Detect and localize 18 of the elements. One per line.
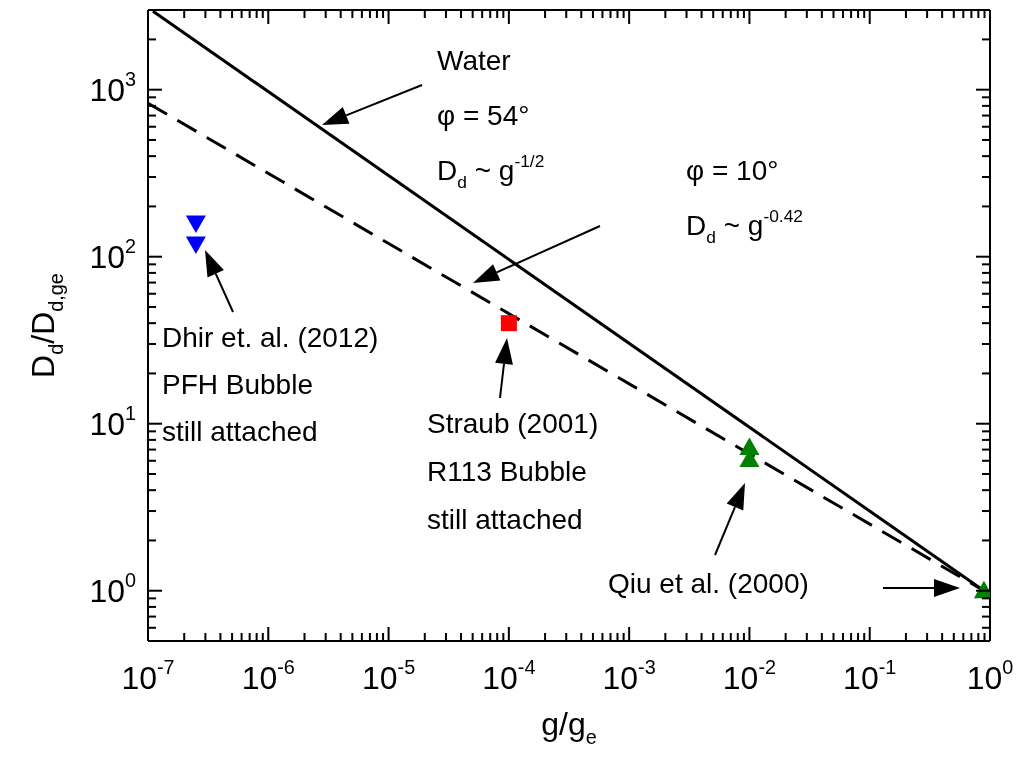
annotation: φ = 10° D$_{d}$ ~ g$^{-0.42}$ <box>686 155 803 247</box>
annotation: Qiu et al. (2000) <box>608 568 809 599</box>
x-tick-label: 10$^{-5}$ <box>361 656 416 696</box>
x-tick-label: 10$^{-6}$ <box>241 656 295 696</box>
x-tick-label: 10$^{-3}$ <box>602 656 656 696</box>
x-tick-label: 10$^{0}$ <box>966 656 1014 696</box>
x-tick-label: 10$^{-4}$ <box>482 656 536 696</box>
x-tick-label: 10$^{-7}$ <box>121 656 175 696</box>
x-axis-title: g/g$_{e}$ <box>541 706 597 748</box>
x-tick-label: 10$^{-1}$ <box>843 656 897 696</box>
annotation: Straub (2001) R113 Bubble still attached <box>427 408 599 535</box>
y-tick-label: 10$^{2}$ <box>89 234 136 275</box>
annotation: Water φ = 54° D$_{d}$ ~ g$^{-1/2}$ <box>437 45 545 192</box>
annotation: Dhir et. al. (2012) PFH Bubble still attached <box>162 322 379 447</box>
y-tick-label: 10$^{1}$ <box>89 401 136 442</box>
y-tick-label: 10$^{0}$ <box>89 568 136 609</box>
y-tick-label: 10$^{3}$ <box>89 67 136 108</box>
x-tick-label: 10$^{-2}$ <box>722 656 777 696</box>
